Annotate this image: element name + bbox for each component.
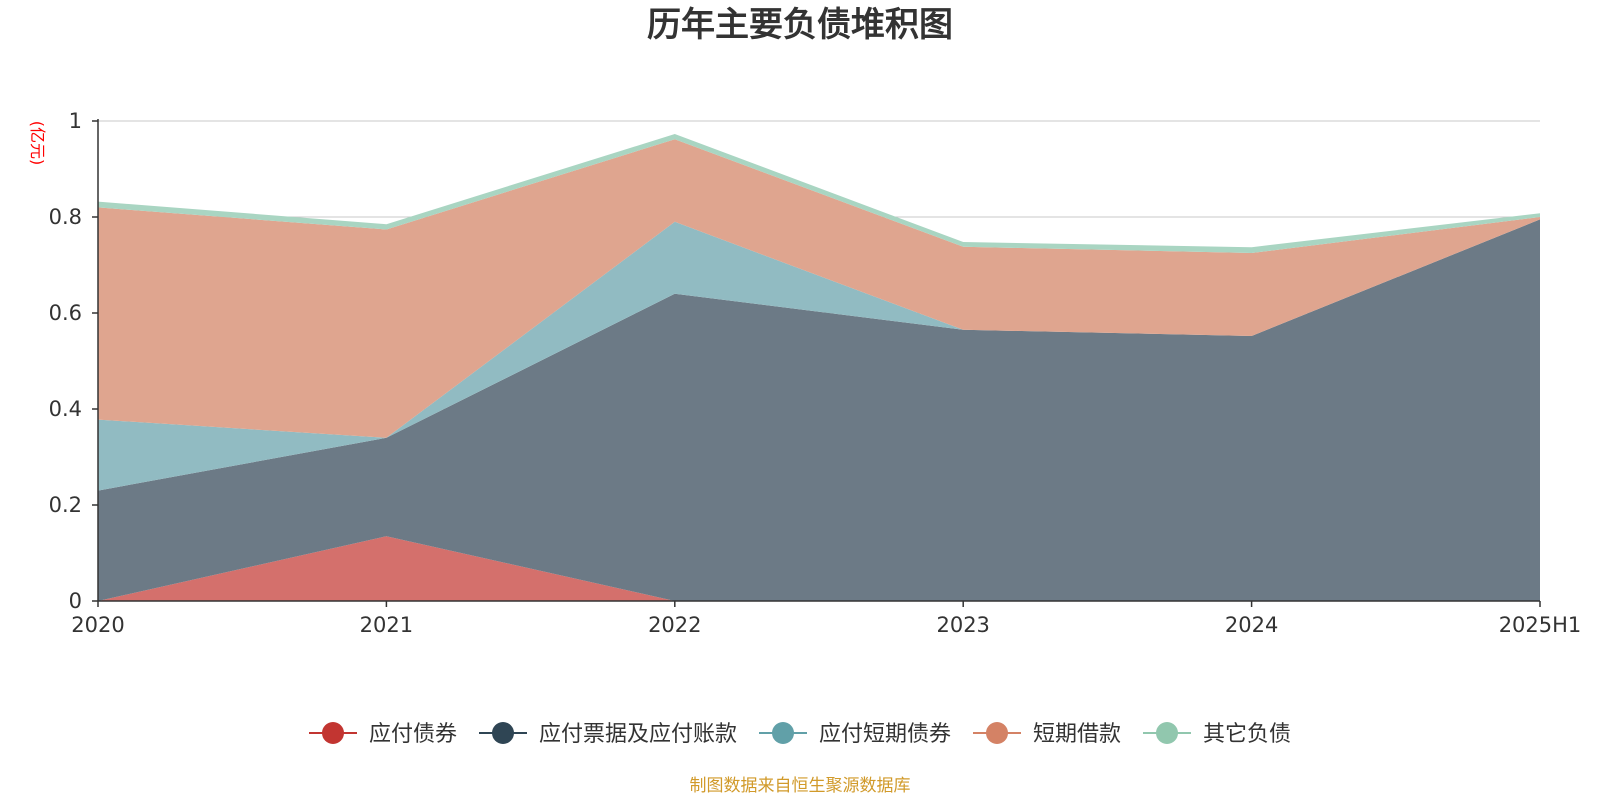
y-tick-label: 0.4 bbox=[49, 397, 82, 421]
x-tick-label: 2021 bbox=[360, 613, 413, 637]
x-tick-label: 2024 bbox=[1225, 613, 1278, 637]
x-tick-label: 2023 bbox=[936, 613, 989, 637]
legend: 应付债券 应付票据及应付账款 应付短期债券 短期借款 其它负债 bbox=[309, 722, 1291, 747]
legend-label: 应付短期债券 bbox=[819, 722, 951, 747]
legend-label: 短期借款 bbox=[1033, 722, 1121, 747]
legend-item: 应付债券 bbox=[309, 722, 457, 747]
legend-label: 应付票据及应付账款 bbox=[539, 722, 737, 747]
source-note: 制图数据来自恒生聚源数据库 bbox=[690, 776, 911, 796]
legend-label: 应付债券 bbox=[369, 722, 457, 747]
x-tick-label: 2022 bbox=[648, 613, 701, 637]
y-tick-label: 0.8 bbox=[49, 205, 82, 229]
series-area-3 bbox=[98, 139, 1540, 438]
y-tick-label: 0.6 bbox=[49, 301, 82, 325]
series-area-0 bbox=[98, 536, 1540, 601]
axis-layer: 0 0.2 0.4 0.6 0.8 1 2020 2021 2022 2023 2024 2025H1 bbox=[49, 109, 1582, 637]
chart-title: 历年主要负债堆积图 bbox=[647, 5, 953, 45]
y-tick-label: 0 bbox=[69, 589, 82, 613]
x-tick-label: 2025H1 bbox=[1499, 613, 1582, 637]
area-layer bbox=[98, 134, 1540, 601]
legend-dot-marker bbox=[986, 722, 1008, 744]
legend-dot-marker bbox=[492, 722, 514, 744]
legend-item: 其它负债 bbox=[1143, 722, 1291, 747]
y-tick-label: 0.2 bbox=[49, 493, 82, 517]
legend-item: 应付票据及应付账款 bbox=[479, 722, 737, 747]
legend-dot-marker bbox=[772, 722, 794, 744]
x-tick-label: 2020 bbox=[71, 613, 124, 637]
series-area-2 bbox=[98, 219, 1540, 491]
y-tick-label: 1 bbox=[69, 109, 82, 133]
legend-dot-marker bbox=[1156, 722, 1178, 744]
y-axis-unit-label: (亿元) bbox=[28, 121, 47, 166]
legend-item: 应付短期债券 bbox=[759, 722, 951, 747]
series-area-1 bbox=[98, 219, 1540, 601]
legend-label: 其它负债 bbox=[1203, 722, 1291, 747]
legend-item: 短期借款 bbox=[973, 722, 1121, 747]
legend-dot-marker bbox=[322, 722, 344, 744]
